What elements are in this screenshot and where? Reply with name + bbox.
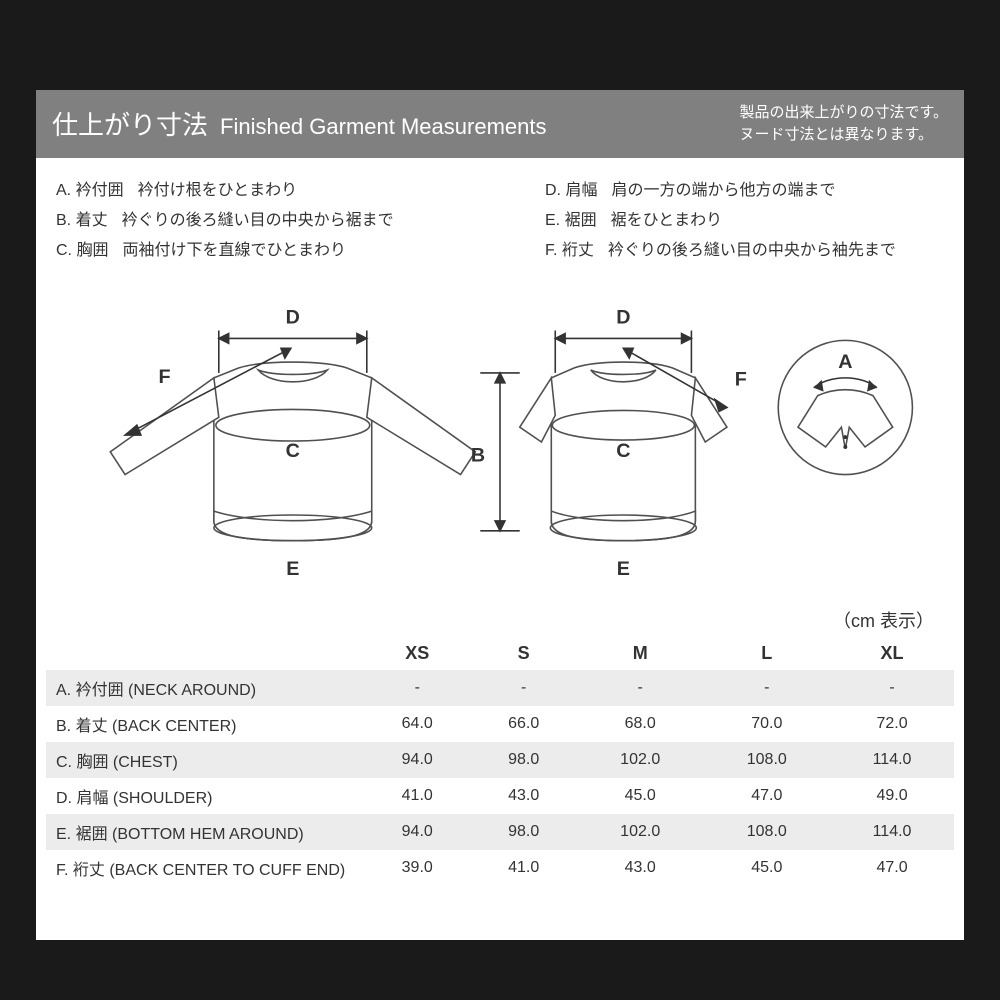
- definition-row: C. 胸囲 両袖付け下を直線でひとまわり: [56, 236, 455, 266]
- diagram-label-a: A: [838, 351, 852, 373]
- cell-value: 43.0: [470, 778, 576, 814]
- cell-value: -: [364, 670, 470, 706]
- cell-value: 41.0: [470, 850, 576, 886]
- definition-row: A. 衿付囲 衿付け根をひとまわり: [56, 176, 455, 206]
- cell-value: 114.0: [830, 742, 954, 778]
- definition-label: D. 肩幅: [545, 176, 597, 206]
- header-title-jp: 仕上がり寸法: [52, 105, 208, 142]
- definition-text: 衿ぐりの後ろ縫い目の中央から袖先まで: [608, 236, 896, 266]
- header-note-line2: ヌード寸法とは異なります。: [739, 124, 948, 146]
- definition-text: 両袖付け下を直線でひとまわり: [122, 236, 346, 266]
- definitions-left: A. 衿付囲 衿付け根をひとまわり B. 着丈 衿ぐりの後ろ縫い目の中央から裾ま…: [56, 176, 455, 267]
- diagram-label-d: D: [286, 306, 300, 328]
- garment-diagram-svg: D F C E: [56, 277, 944, 607]
- cell-value: 108.0: [703, 742, 830, 778]
- header-title-en: Finished Garment Measurements: [220, 114, 546, 140]
- definition-label: E. 裾囲: [545, 206, 597, 236]
- row-label: B. 着丈 (BACK CENTER): [46, 706, 364, 742]
- definition-label: A. 衿付囲: [56, 176, 124, 206]
- cell-value: 72.0: [830, 706, 954, 742]
- definition-row: B. 着丈 衿ぐりの後ろ縫い目の中央から裾まで: [56, 206, 455, 236]
- measurement-diagram: D F C E: [36, 277, 964, 607]
- definition-text: 衿ぐりの後ろ縫い目の中央から裾まで: [122, 206, 394, 236]
- table-row: E. 裾囲 (BOTTOM HEM AROUND)94.098.0102.010…: [46, 814, 954, 850]
- cell-value: 45.0: [577, 778, 704, 814]
- diagram-label-d: D: [616, 306, 630, 328]
- table-row: B. 着丈 (BACK CENTER)64.066.068.070.072.0: [46, 706, 954, 742]
- cell-value: 41.0: [364, 778, 470, 814]
- definition-label: C. 胸囲: [56, 236, 108, 266]
- cell-value: -: [703, 670, 830, 706]
- dimension-b: B: [471, 373, 520, 531]
- size-chart-page: 仕上がり寸法 Finished Garment Measurements 製品の…: [36, 90, 964, 940]
- cell-value: 114.0: [830, 814, 954, 850]
- col-header: M: [577, 637, 704, 670]
- definition-label: F. 裄丈: [545, 236, 594, 266]
- definition-row: E. 裾囲 裾をひとまわり: [545, 206, 944, 236]
- diagram-label-b: B: [471, 444, 485, 466]
- cell-value: 45.0: [703, 850, 830, 886]
- definitions-right: D. 肩幅 肩の一方の端から他方の端まで E. 裾囲 裾をひとまわり F. 裄丈…: [545, 176, 944, 267]
- table-row: F. 裄丈 (BACK CENTER TO CUFF END)39.041.04…: [46, 850, 954, 886]
- cell-value: 66.0: [470, 706, 576, 742]
- cell-value: 94.0: [364, 742, 470, 778]
- cell-value: 98.0: [470, 814, 576, 850]
- cell-value: 47.0: [703, 778, 830, 814]
- cell-value: 68.0: [577, 706, 704, 742]
- diagram-label-c: C: [286, 439, 300, 461]
- size-table: XS S M L XL A. 衿付囲 (NECK AROUND)-----B. …: [46, 637, 954, 886]
- cell-value: 39.0: [364, 850, 470, 886]
- diagram-label-f: F: [159, 365, 171, 387]
- cell-value: 43.0: [577, 850, 704, 886]
- cell-value: 70.0: [703, 706, 830, 742]
- cell-value: -: [830, 670, 954, 706]
- definition-row: D. 肩幅 肩の一方の端から他方の端まで: [545, 176, 944, 206]
- diagram-label-c: C: [616, 439, 630, 461]
- cell-value: 102.0: [577, 814, 704, 850]
- row-label: A. 衿付囲 (NECK AROUND): [46, 670, 364, 706]
- col-header: S: [470, 637, 576, 670]
- table-row: A. 衿付囲 (NECK AROUND)-----: [46, 670, 954, 706]
- row-label: C. 胸囲 (CHEST): [46, 742, 364, 778]
- cell-value: 47.0: [830, 850, 954, 886]
- cell-value: -: [577, 670, 704, 706]
- header-title: 仕上がり寸法 Finished Garment Measurements: [52, 105, 546, 142]
- col-header: L: [703, 637, 830, 670]
- definition-text: 衿付け根をひとまわり: [138, 176, 298, 206]
- header-bar: 仕上がり寸法 Finished Garment Measurements 製品の…: [36, 90, 964, 158]
- row-label: E. 裾囲 (BOTTOM HEM AROUND): [46, 814, 364, 850]
- table-row: C. 胸囲 (CHEST)94.098.0102.0108.0114.0: [46, 742, 954, 778]
- header-note: 製品の出来上がりの寸法です。 ヌード寸法とは異なります。: [739, 102, 948, 146]
- units-label: （cm 表示）: [36, 607, 964, 637]
- diagram-label-e: E: [617, 558, 630, 580]
- col-header: XS: [364, 637, 470, 670]
- cell-value: 108.0: [703, 814, 830, 850]
- collar-detail-icon: A: [778, 340, 912, 474]
- definition-row: F. 裄丈 衿ぐりの後ろ縫い目の中央から袖先まで: [545, 236, 944, 266]
- cell-value: 64.0: [364, 706, 470, 742]
- definition-text: 肩の一方の端から他方の端まで: [611, 176, 835, 206]
- cell-value: 98.0: [470, 742, 576, 778]
- table-header-row: XS S M L XL: [46, 637, 954, 670]
- definitions: A. 衿付囲 衿付け根をひとまわり B. 着丈 衿ぐりの後ろ縫い目の中央から裾ま…: [36, 158, 964, 277]
- cell-value: -: [470, 670, 576, 706]
- cell-value: 94.0: [364, 814, 470, 850]
- cell-value: 49.0: [830, 778, 954, 814]
- diagram-label-e: E: [286, 558, 299, 580]
- definition-text: 裾をひとまわり: [611, 206, 723, 236]
- definition-label: B. 着丈: [56, 206, 108, 236]
- diagram-label-f: F: [735, 368, 747, 390]
- row-label: D. 肩幅 (SHOULDER): [46, 778, 364, 814]
- table-row: D. 肩幅 (SHOULDER)41.043.045.047.049.0: [46, 778, 954, 814]
- col-header: XL: [830, 637, 954, 670]
- cell-value: 102.0: [577, 742, 704, 778]
- header-note-line1: 製品の出来上がりの寸法です。: [739, 102, 948, 124]
- row-label: F. 裄丈 (BACK CENTER TO CUFF END): [46, 850, 364, 886]
